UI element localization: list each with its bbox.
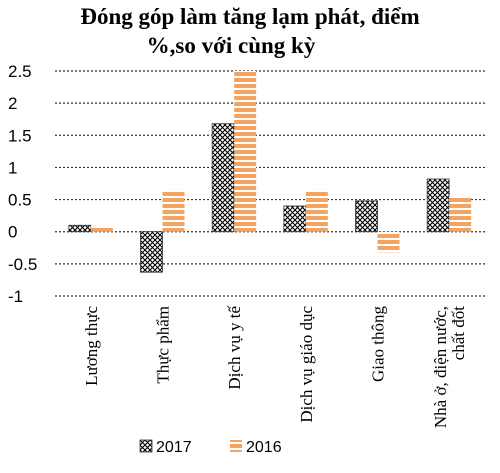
y-tick-label: 1 <box>8 158 17 177</box>
x-category-label-line: Lương thực <box>82 306 101 386</box>
x-category-label-line: Giao thông <box>369 306 388 383</box>
x-category-label: Thực phẩm <box>154 306 173 384</box>
y-axis-ticks: 2.5 2 1.5 1 0.5 0 -0.5 -1 <box>8 62 37 306</box>
bar-2017-3 <box>283 205 307 233</box>
bar-2017-5 <box>426 178 450 233</box>
x-category-label: Lương thực <box>82 306 101 386</box>
y-tick-label: 0 <box>8 223 17 242</box>
bar-2017-2 <box>211 123 235 233</box>
legend-swatch-2016 <box>230 440 242 452</box>
x-category-label: Dịch vụ y tế <box>225 306 244 390</box>
y-tick-label: -0.5 <box>8 255 37 274</box>
legend-label: 2017 <box>156 439 192 456</box>
bar-2016-1 <box>162 189 185 232</box>
legend-label: 2016 <box>246 439 282 456</box>
chart-title-line-2: %,so với cùng kỳ <box>146 33 316 58</box>
y-tick-label: -1 <box>8 287 23 306</box>
x-axis-categories: Lương thực Thực phẩm Dịch vụ y tế Dịch vụ g… <box>82 306 468 429</box>
chart-title-line-1: Đóng góp làm tăng lạm phát, điểm <box>80 4 420 29</box>
bar-2016-0 <box>90 225 113 232</box>
bar-2016-3 <box>305 189 328 232</box>
x-category-label-line: Nhà ở, điện nước, <box>431 306 450 428</box>
y-tick-label: 2 <box>8 94 17 113</box>
gridlines <box>55 70 485 297</box>
x-category-label-line: Dịch vụ y tế <box>225 306 244 390</box>
x-category-label: Dịch vụ giáo dục <box>297 306 316 423</box>
bar-2016-5 <box>449 196 472 232</box>
legend-swatch-2017 <box>139 439 153 453</box>
y-tick-label: 1.5 <box>8 126 32 145</box>
legend: 2017 2016 <box>139 439 282 456</box>
bar-2017-1 <box>140 231 163 273</box>
bar-2016-2 <box>234 71 257 232</box>
bars <box>68 71 472 273</box>
bar-2017-0 <box>68 224 92 233</box>
x-category-label-line: Thực phẩm <box>154 306 173 384</box>
chart-title: Đóng góp làm tăng lạm phát, điểm %,so vớ… <box>0 2 500 60</box>
x-category-label-line: chất đốt <box>449 306 468 361</box>
bar-2017-4 <box>355 200 378 233</box>
x-category-label: Giao thông <box>369 306 388 383</box>
x-category-label-line: Dịch vụ giáo dục <box>297 306 316 423</box>
x-category-label: Nhà ở, điện nước, chất đốt <box>431 306 468 428</box>
y-tick-label: 2.5 <box>8 62 32 81</box>
y-tick-label: 0.5 <box>8 191 32 210</box>
bar-2016-4 <box>377 231 400 253</box>
